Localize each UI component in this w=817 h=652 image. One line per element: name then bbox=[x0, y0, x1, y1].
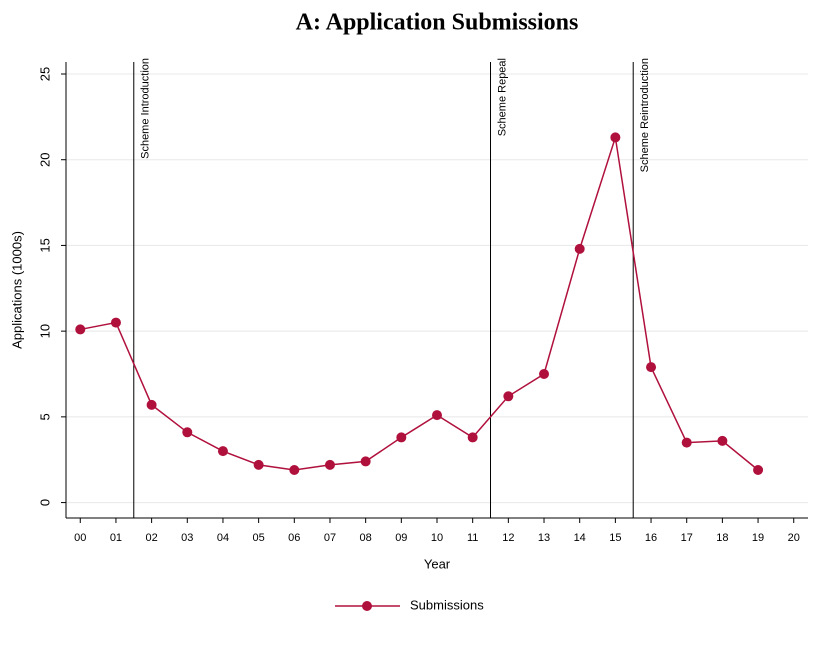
x-tick-label: 00 bbox=[74, 532, 86, 544]
event-label: Scheme Reintroduction bbox=[639, 58, 651, 172]
data-point bbox=[360, 456, 371, 467]
x-tick-label: 13 bbox=[538, 532, 550, 544]
x-tick-label: 20 bbox=[788, 532, 800, 544]
data-point bbox=[217, 446, 228, 457]
data-point bbox=[146, 399, 157, 410]
x-tick-label: 14 bbox=[574, 532, 586, 544]
data-point bbox=[75, 324, 86, 335]
data-point bbox=[753, 465, 764, 475]
data-point bbox=[324, 459, 335, 470]
data-point bbox=[681, 437, 692, 448]
x-tick-label: 03 bbox=[181, 532, 193, 544]
x-tick-label: 11 bbox=[467, 532, 478, 544]
x-tick-label: 04 bbox=[217, 532, 229, 544]
legend-label: Submissions bbox=[410, 597, 484, 612]
x-tick-label: 07 bbox=[324, 532, 336, 544]
data-point bbox=[539, 369, 550, 379]
y-tick-label: 25 bbox=[37, 67, 52, 81]
data-point bbox=[467, 432, 478, 443]
x-tick-label: 12 bbox=[502, 532, 514, 544]
x-tick-label: 01 bbox=[110, 532, 122, 544]
y-tick-label: 0 bbox=[37, 499, 52, 506]
data-point bbox=[432, 410, 442, 421]
data-point bbox=[110, 317, 121, 328]
data-point bbox=[182, 427, 193, 438]
event-label: Scheme Introduction bbox=[140, 58, 152, 159]
x-tick-label: 02 bbox=[145, 532, 157, 544]
data-point bbox=[396, 432, 407, 443]
legend-marker bbox=[362, 601, 372, 611]
data-point bbox=[610, 132, 621, 143]
x-tick-label: 05 bbox=[253, 532, 265, 544]
x-tick-label: 15 bbox=[609, 532, 621, 544]
y-tick-label: 10 bbox=[37, 324, 52, 338]
y-axis-label: Applications (1000s) bbox=[9, 231, 24, 349]
x-tick-label: 08 bbox=[360, 532, 372, 544]
data-point bbox=[646, 362, 657, 373]
x-axis-label: Year bbox=[424, 556, 451, 571]
y-tick-label: 20 bbox=[37, 152, 52, 166]
x-tick-label: 17 bbox=[681, 532, 693, 544]
x-tick-label: 06 bbox=[288, 532, 300, 544]
x-tick-label: 10 bbox=[431, 532, 443, 544]
data-point bbox=[717, 435, 728, 446]
data-point bbox=[253, 459, 264, 470]
chart-title: A: Application Submissions bbox=[296, 10, 579, 36]
data-point bbox=[574, 243, 585, 254]
x-tick-label: 19 bbox=[752, 532, 764, 544]
y-tick-label: 5 bbox=[37, 413, 52, 420]
series-line bbox=[80, 137, 759, 471]
y-tick-label: 15 bbox=[37, 238, 52, 252]
x-tick-label: 18 bbox=[716, 532, 728, 544]
data-point bbox=[503, 391, 514, 402]
event-label: Scheme Repeal bbox=[496, 58, 508, 136]
x-tick-label: 09 bbox=[395, 532, 407, 544]
x-tick-label: 16 bbox=[645, 532, 657, 544]
data-point bbox=[289, 465, 300, 475]
